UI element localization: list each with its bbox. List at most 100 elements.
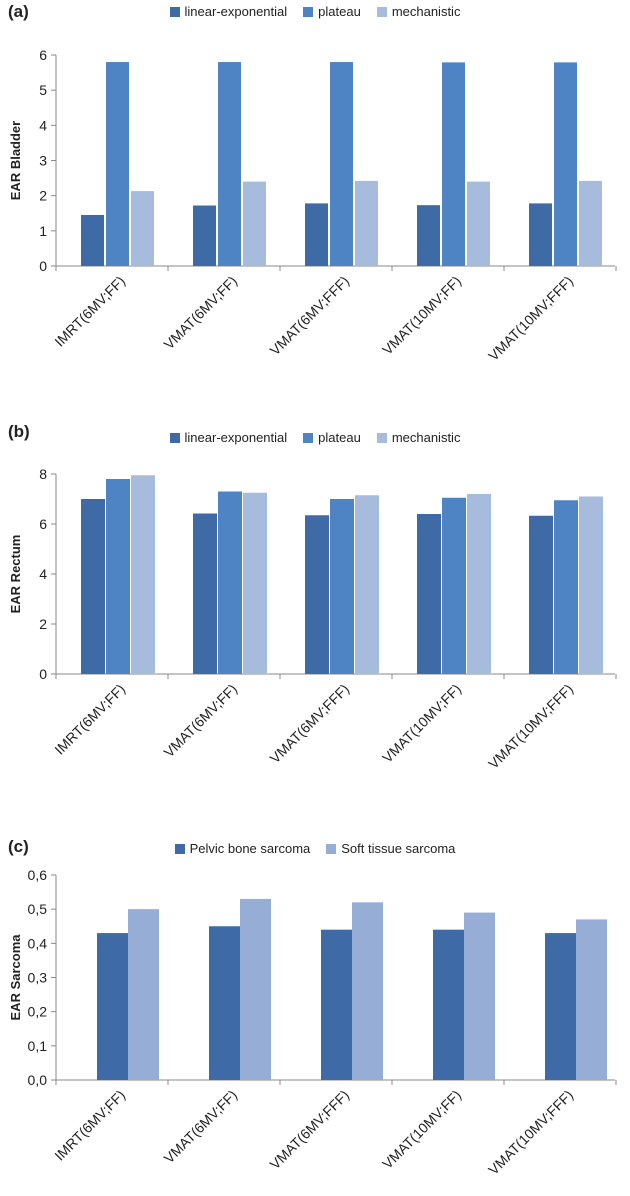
bar (305, 515, 329, 674)
legend-item: Pelvic bone sarcoma (174, 841, 311, 856)
y-tick-label: 0,5 (28, 901, 48, 917)
x-tick-label: IMRT(6MV;FF) (51, 1087, 128, 1164)
legend-label: plateau (318, 430, 361, 445)
panel-a: (a) linear-exponential plateau mechanist… (0, 0, 630, 400)
bar (106, 479, 130, 674)
legend-item: linear-exponential (169, 430, 288, 445)
bar (330, 62, 353, 267)
y-tick-label: 0,0 (28, 1072, 48, 1088)
x-tick-label: VMAT(6MV;FF) (161, 681, 241, 761)
legend-label: plateau (318, 4, 361, 19)
legend-label: mechanistic (391, 4, 461, 19)
bar (243, 181, 266, 266)
bar-chart-bladder: 0 1 2 3 4 5 6 EAR Bladder IMRT(6MV;FF) VMAT(6MV;F… (8, 47, 617, 364)
bar (240, 898, 271, 1080)
y-tick-label: 6 (39, 47, 47, 63)
bar (305, 203, 328, 266)
bar (321, 929, 352, 1080)
y-axis-title: EAR Bladder (8, 121, 23, 200)
bar (464, 912, 495, 1080)
legend-swatch (326, 843, 337, 854)
legend-label: Pelvic bone sarcoma (189, 841, 311, 856)
bar (529, 515, 553, 674)
x-tick-label: VMAT(10MV;FF) (379, 273, 464, 358)
bar (579, 180, 602, 266)
panel-c: (c) Pelvic bone sarcoma Soft tissue sarc… (0, 835, 630, 1196)
x-tick-label: IMRT(6MV;FF) (51, 273, 128, 350)
x-tick-label: VMAT(6MV;FFF) (267, 1087, 353, 1173)
y-tick-label: 8 (39, 466, 47, 482)
legend-swatch (174, 843, 185, 854)
bar (128, 909, 159, 1080)
x-tick-label: VMAT(6MV;FFF) (267, 681, 353, 767)
y-tick-label: 2 (39, 616, 47, 632)
bar (330, 499, 354, 674)
bar (433, 929, 464, 1080)
bar-chart-rectum: 0 2 4 6 8 EAR Rectum IMRT(6MV;FF) VMAT(6MV;FF) V… (8, 466, 617, 772)
bar (442, 497, 466, 674)
legend-swatch (303, 432, 314, 443)
bar (576, 919, 607, 1080)
panel-b: (b) linear-exponential plateau mechanist… (0, 420, 630, 820)
y-tick-label: 4 (39, 566, 47, 582)
bar (131, 475, 155, 674)
y-tick-label: 0,4 (28, 935, 48, 951)
legend-swatch (303, 6, 314, 17)
y-axis-title: EAR Sarcoma (8, 934, 23, 1021)
y-tick-label: 0 (39, 666, 47, 682)
bar (545, 933, 576, 1080)
bar (218, 62, 241, 267)
x-tick-label: VMAT(6MV;FFF) (267, 273, 353, 359)
legend-item: mechanistic (376, 4, 461, 19)
x-tick-label: VMAT(10MV;FFF) (485, 681, 576, 772)
x-tick-label: VMAT(10MV;FFF) (485, 1087, 576, 1178)
bar (209, 926, 240, 1080)
legend-item: Soft tissue sarcoma (326, 841, 455, 856)
panel-letter: (a) (8, 2, 29, 21)
legend-swatch (376, 6, 387, 17)
legend-label: Soft tissue sarcoma (341, 841, 456, 856)
bar (106, 62, 129, 267)
x-tick-label: VMAT(10MV;FF) (379, 681, 464, 766)
y-tick-label: 3 (39, 153, 47, 169)
y-tick-label: 0,1 (28, 1038, 48, 1054)
bar (467, 181, 490, 266)
bar (579, 496, 603, 674)
y-axis-title: EAR Rectum (8, 535, 23, 614)
y-tick-label: 0,2 (28, 1004, 48, 1020)
panel-letter: (c) (8, 837, 29, 856)
bar (243, 492, 267, 674)
bar (529, 203, 552, 266)
legend-label: mechanistic (391, 430, 461, 445)
bar (417, 205, 440, 266)
legend-label: linear-exponential (184, 4, 288, 19)
x-tick-label: IMRT(6MV;FF) (51, 681, 128, 758)
x-tick-label: VMAT(6MV;FF) (161, 1087, 241, 1167)
bar (442, 62, 465, 267)
x-tick-label: VMAT(10MV;FF) (379, 1087, 464, 1172)
y-tick-label: 4 (39, 117, 47, 133)
legend-label: linear-exponential (184, 430, 288, 445)
legend-item: plateau (303, 4, 361, 19)
legend-item: mechanistic (376, 430, 461, 445)
bar (193, 205, 216, 266)
y-tick-label: 0 (39, 258, 47, 274)
legend: linear-exponential plateau mechanistic (0, 430, 630, 445)
bar (355, 180, 378, 266)
bar (554, 500, 578, 674)
bar (131, 191, 154, 266)
bar (417, 514, 441, 674)
y-tick-label: 6 (39, 516, 47, 532)
x-tick-label: VMAT(6MV;FF) (161, 273, 241, 353)
y-tick-label: 0,6 (28, 867, 48, 883)
y-tick-label: 5 (39, 82, 47, 98)
bar (352, 902, 383, 1080)
bar (81, 499, 105, 674)
legend-swatch (169, 432, 180, 443)
x-tick-label: VMAT(10MV;FFF) (485, 273, 576, 364)
legend-item: linear-exponential (169, 4, 288, 19)
legend-swatch (376, 432, 387, 443)
bar (467, 494, 491, 674)
bar (355, 495, 379, 674)
bar (81, 215, 104, 266)
